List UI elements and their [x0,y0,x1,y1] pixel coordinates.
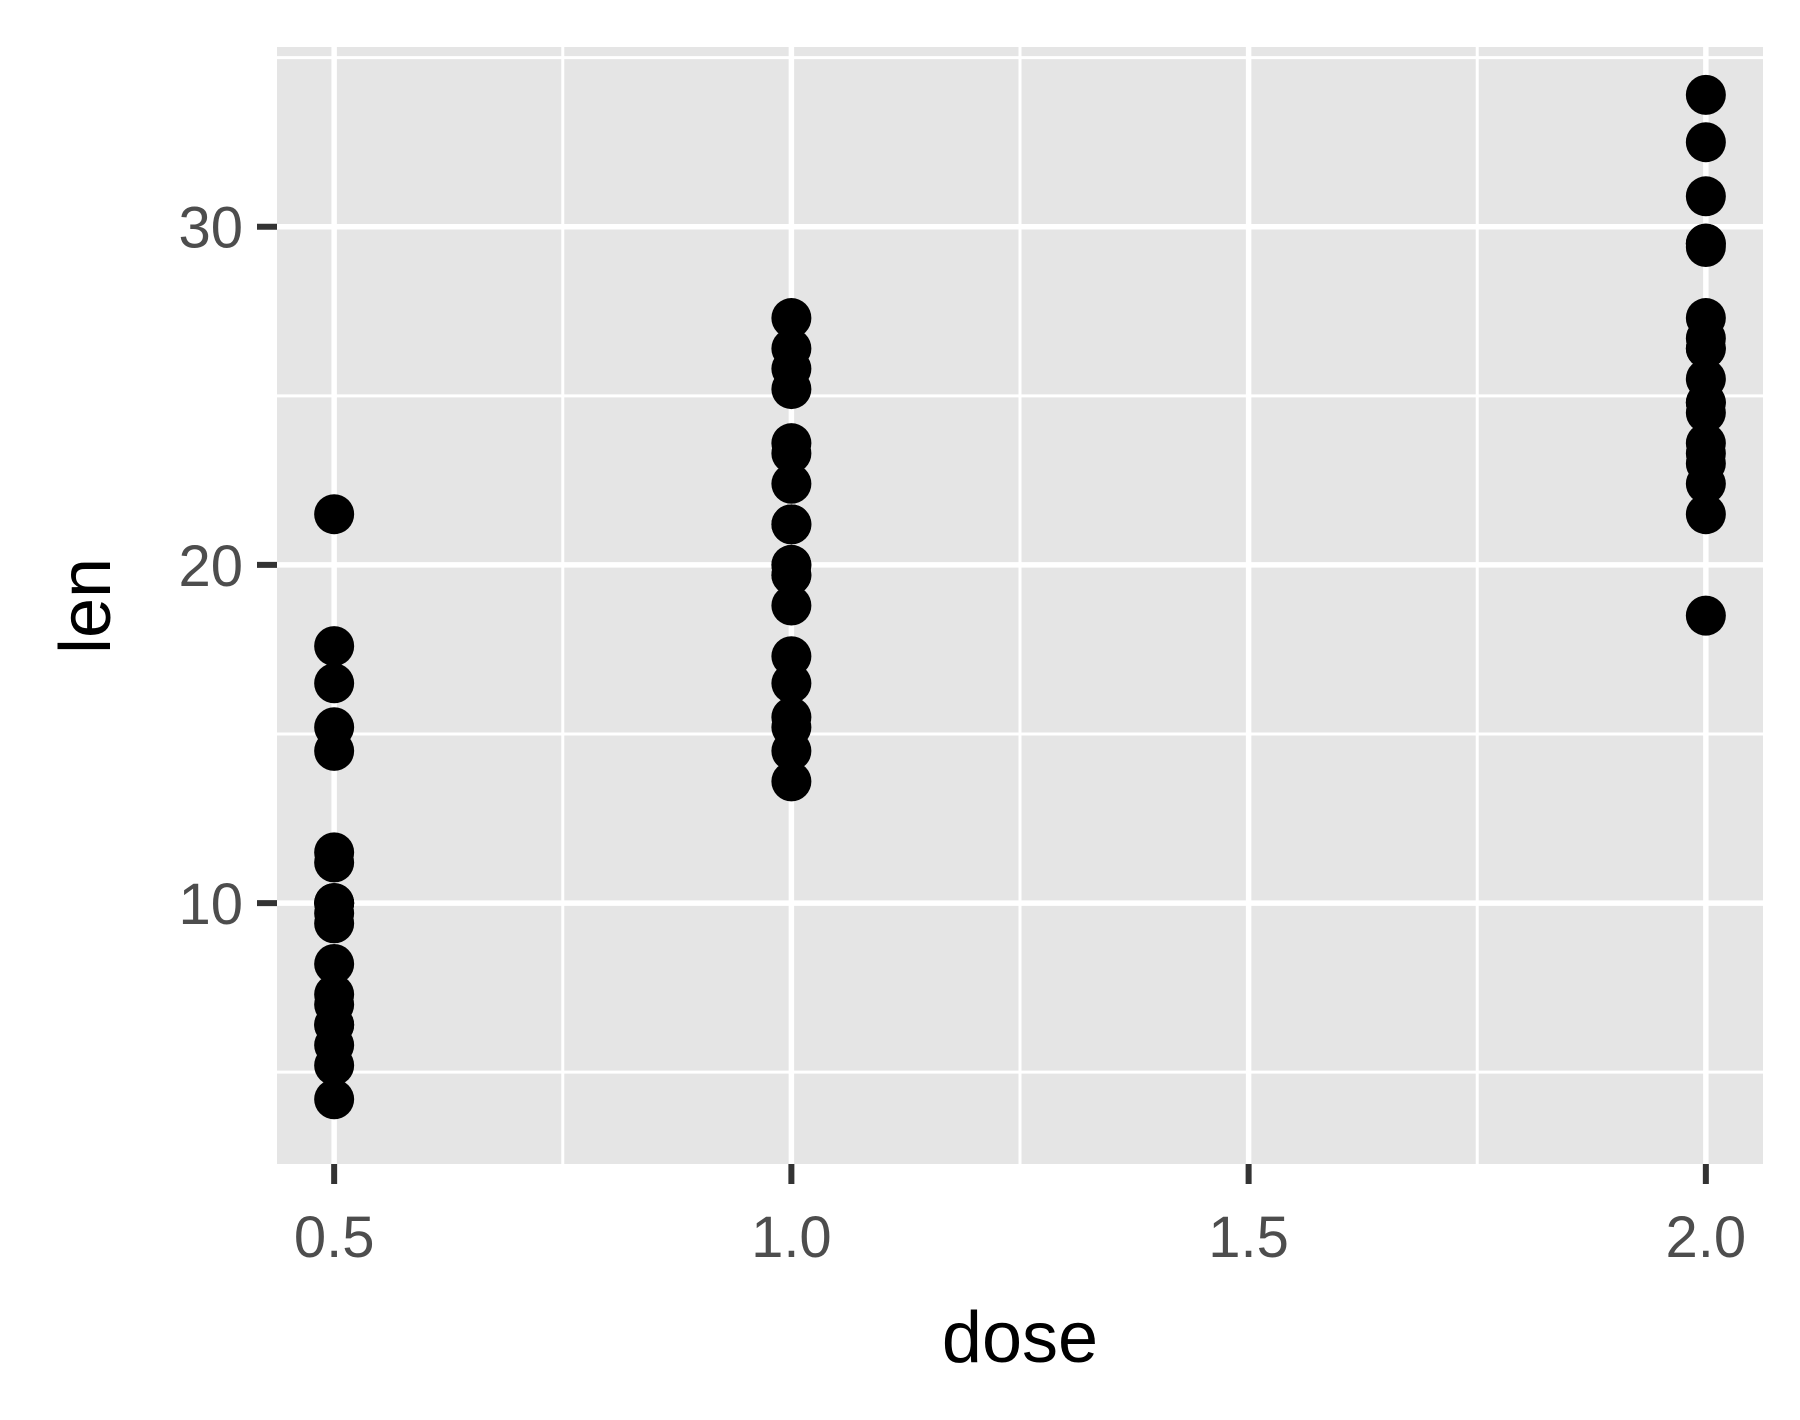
x-tick-label: 0.5 [294,1205,375,1270]
data-point [1685,74,1726,115]
data-point [771,504,812,545]
data-point [314,883,355,924]
minor-gridlines [277,47,1763,1164]
data-point [314,626,355,667]
y-axis-title: len [46,558,126,654]
x-tick-label: 1.0 [751,1205,832,1270]
x-axis-title: dose [942,1298,1098,1378]
data-point [1685,223,1726,264]
data-point [771,761,812,802]
data-point [771,544,812,585]
y-tick-label: 30 [178,196,243,261]
data-point [314,1004,355,1045]
data-point [771,697,812,738]
x-axis: 0.5 1.0 1.5 2.0 [294,1164,1746,1270]
data-point [314,943,355,984]
data-point [771,298,812,339]
y-tick-label: 20 [178,534,243,599]
data-point [1685,298,1726,339]
data-point [314,494,355,535]
data-point [314,832,355,873]
data-point [771,585,812,626]
data-points [314,74,1726,1120]
data-point [1685,494,1726,535]
data-point [771,328,812,369]
x-tick-label: 1.5 [1208,1205,1289,1270]
data-point [1685,382,1726,423]
x-tick-label: 2.0 [1666,1205,1747,1270]
data-point [1685,328,1726,369]
data-point [314,974,355,1015]
data-point [314,663,355,704]
data-point [771,423,812,464]
data-point [314,707,355,748]
data-point [1685,176,1726,217]
data-point [1685,122,1726,163]
data-point [1685,433,1726,474]
y-axis: 10 20 30 [178,196,277,937]
data-point [1685,595,1726,636]
data-point [771,463,812,504]
y-tick-label: 10 [178,872,243,937]
data-point [771,636,812,677]
data-point [314,1079,355,1120]
